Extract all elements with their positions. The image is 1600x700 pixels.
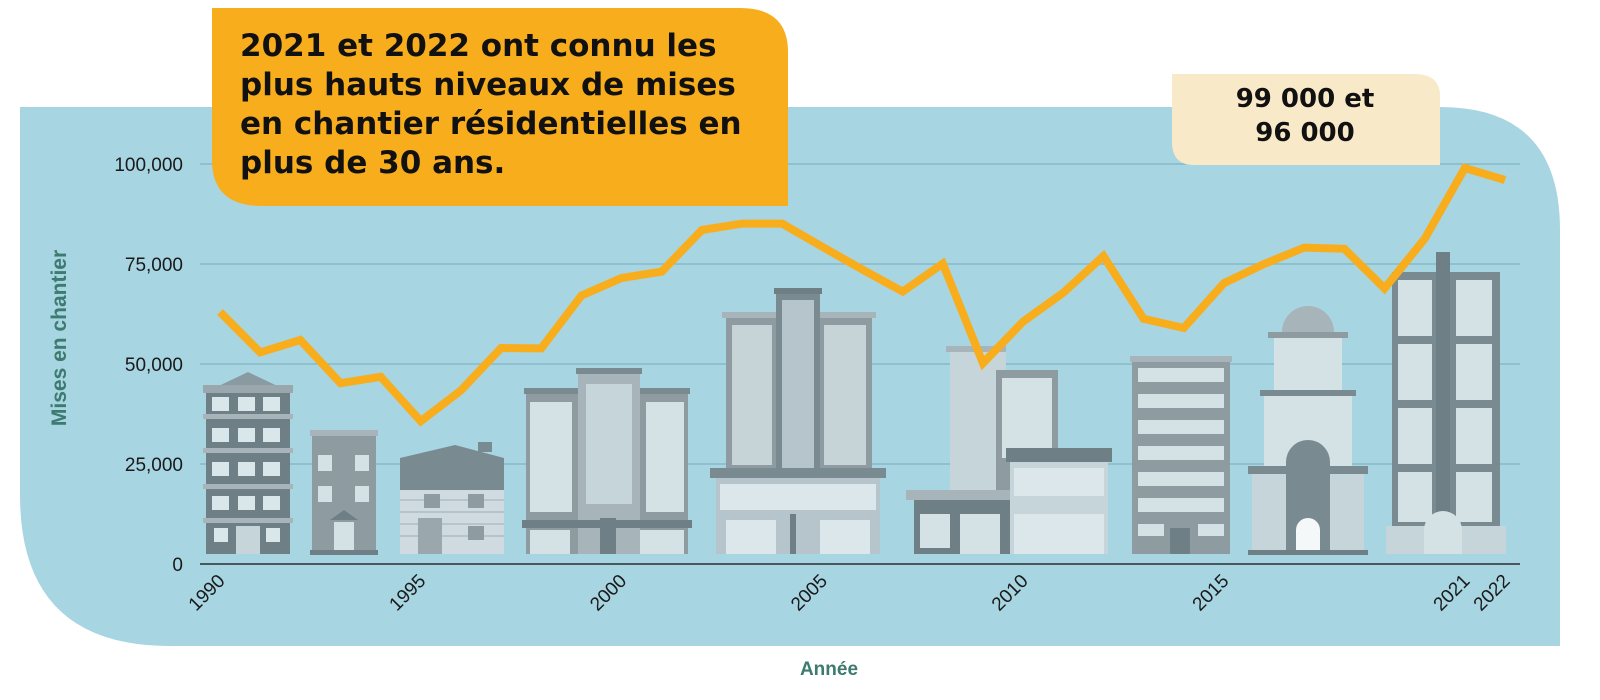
building-5-icon: [710, 288, 886, 554]
series-layer: [217, 163, 1507, 427]
y-tick-label: 25,000: [125, 455, 183, 476]
y-axis-ticks: 0 25,000 50,000 75,000 100,000: [114, 155, 183, 576]
x-axis-title: Année: [800, 659, 858, 680]
building-8-icon: [1248, 306, 1368, 555]
y-tick-label: 75,000: [125, 255, 183, 276]
y-tick-label: 50,000: [125, 355, 183, 376]
building-2-icon: [310, 430, 378, 555]
building-3-house-icon: [400, 442, 504, 554]
values-callout-line-2: 96 000: [1255, 118, 1355, 148]
building-9-icon: [1386, 252, 1506, 554]
values-callout-box: [1172, 74, 1440, 165]
series-line: [217, 163, 1507, 427]
values-callout-line-1: 99 000 et: [1235, 84, 1375, 114]
y-axis-title: Mises en chantier: [48, 250, 71, 426]
values-callout-text: 99 000 et 96 000: [1170, 82, 1440, 150]
building-4-icon: [522, 368, 692, 554]
building-7-icon: [1130, 356, 1232, 554]
y-tick-label: 100,000: [114, 155, 183, 176]
building-1-icon: [203, 372, 293, 554]
y-tick-label: 0: [172, 555, 183, 576]
headline-callout-box: [212, 8, 788, 206]
headline-callout-text: 2021 et 2022 ont connu les plus hauts ni…: [240, 28, 742, 181]
